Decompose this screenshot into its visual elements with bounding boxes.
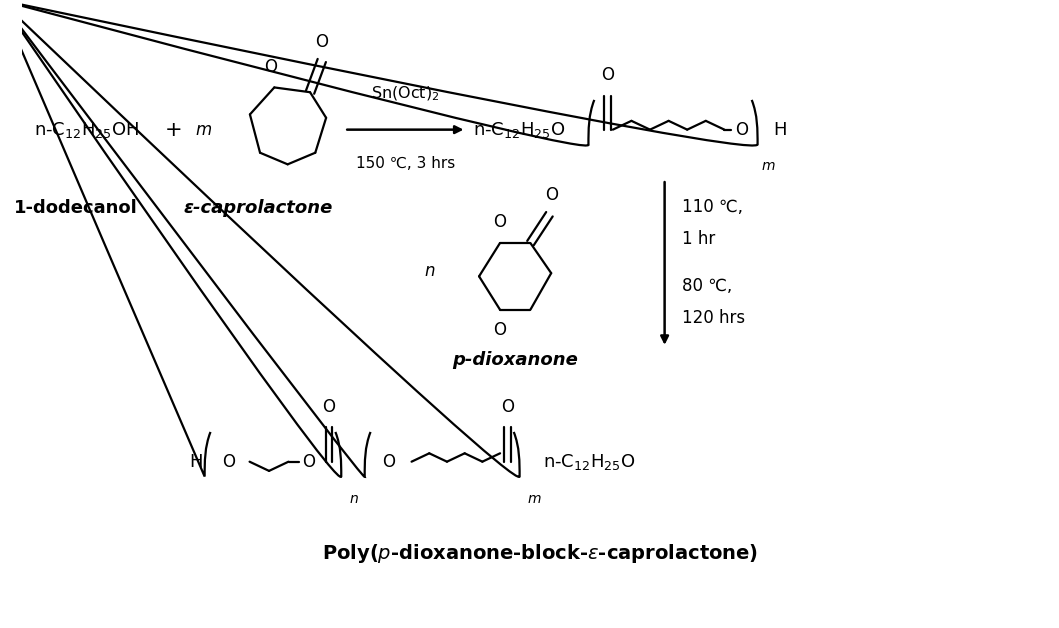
Text: O: O bbox=[493, 322, 506, 340]
Text: O: O bbox=[302, 453, 316, 470]
Text: O: O bbox=[602, 66, 614, 84]
Text: 1 hr: 1 hr bbox=[682, 230, 716, 247]
Text: ε-caprolactone: ε-caprolactone bbox=[183, 199, 333, 217]
Text: O: O bbox=[323, 398, 336, 416]
Text: n-C$_{12}$H$_{25}$OH: n-C$_{12}$H$_{25}$OH bbox=[34, 120, 139, 139]
Text: O: O bbox=[316, 33, 328, 51]
Text: 150 ℃, 3 hrs: 150 ℃, 3 hrs bbox=[356, 156, 455, 171]
Text: 110 ℃,: 110 ℃, bbox=[682, 198, 743, 216]
Text: n-C$_{12}$H$_{25}$O: n-C$_{12}$H$_{25}$O bbox=[543, 452, 635, 472]
Text: p-dioxanone: p-dioxanone bbox=[452, 350, 578, 369]
Text: 120 hrs: 120 hrs bbox=[682, 309, 746, 327]
Text: Poly($p$-dioxanone-block-$\varepsilon$-caprolactone): Poly($p$-dioxanone-block-$\varepsilon$-c… bbox=[322, 543, 757, 565]
Text: m: m bbox=[527, 492, 541, 506]
Text: H: H bbox=[190, 453, 202, 470]
Text: O: O bbox=[545, 187, 558, 204]
Text: O: O bbox=[264, 58, 276, 75]
Text: H: H bbox=[773, 121, 787, 139]
Text: m: m bbox=[761, 160, 775, 173]
Text: n: n bbox=[349, 492, 358, 506]
Text: O: O bbox=[501, 398, 514, 416]
Text: 1-dodecanol: 1-dodecanol bbox=[14, 199, 138, 217]
Text: O: O bbox=[222, 453, 235, 470]
Text: n: n bbox=[425, 263, 435, 280]
Text: O: O bbox=[735, 121, 748, 139]
Text: 80 ℃,: 80 ℃, bbox=[682, 277, 733, 295]
Text: Sn(Oct)$_2$: Sn(Oct)$_2$ bbox=[371, 85, 439, 103]
Text: O: O bbox=[382, 453, 395, 470]
Text: n-C$_{12}$H$_{25}$O: n-C$_{12}$H$_{25}$O bbox=[473, 120, 566, 139]
Text: +: + bbox=[164, 120, 182, 139]
Text: m: m bbox=[196, 121, 212, 139]
Text: O: O bbox=[493, 213, 506, 231]
